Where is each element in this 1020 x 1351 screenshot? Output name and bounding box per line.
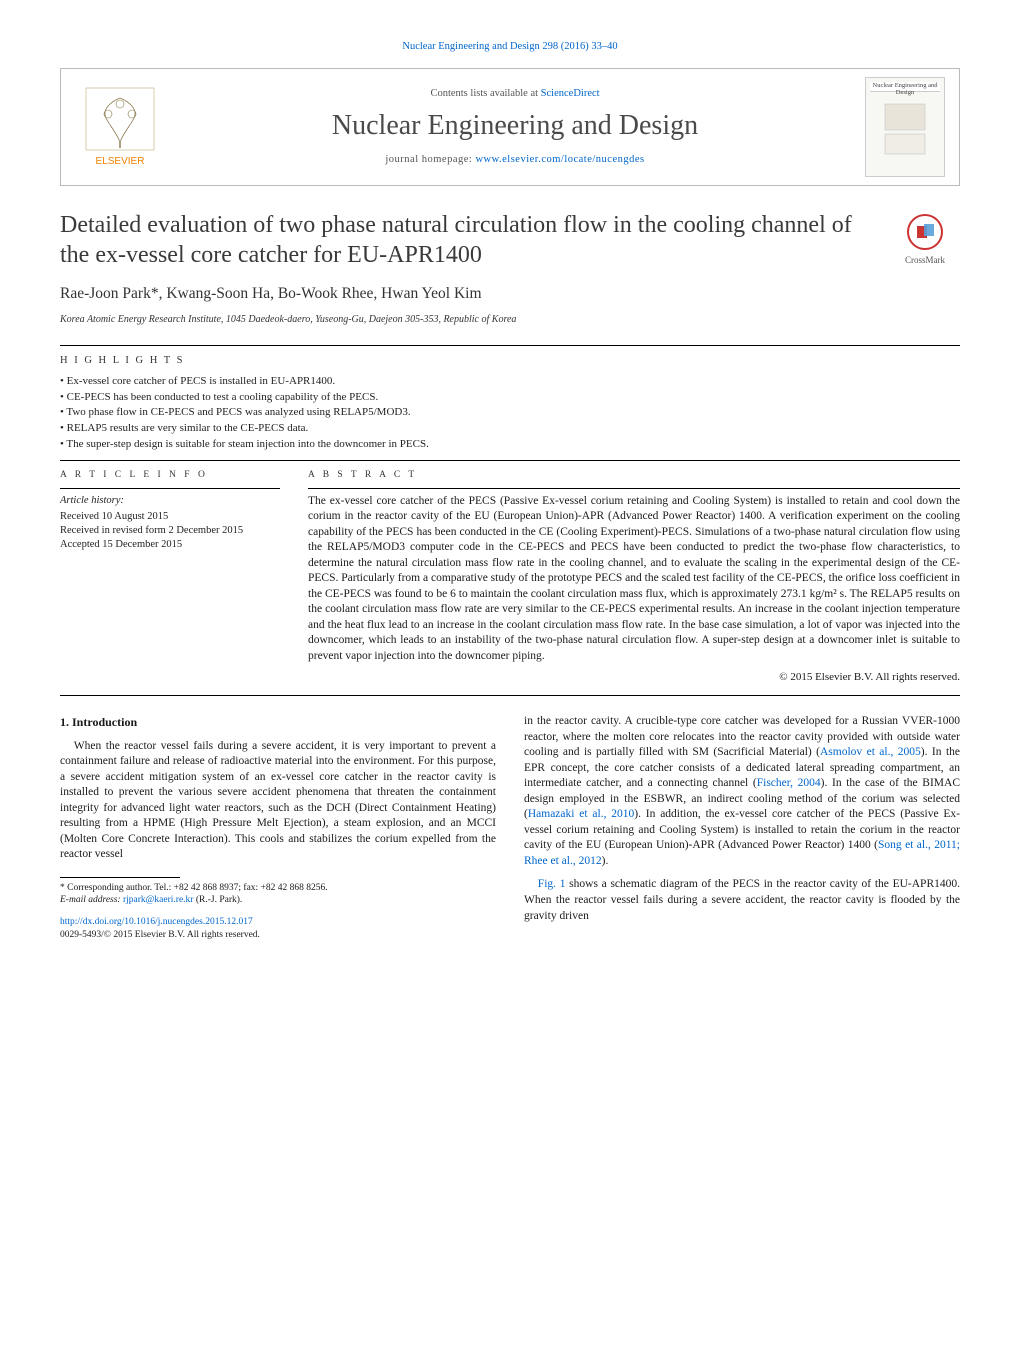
article-head: CrossMark Detailed evaluation of two pha…: [60, 210, 960, 326]
body-text: shows a schematic diagram of the PECS in…: [524, 878, 960, 921]
sciencedirect-link[interactable]: ScienceDirect: [541, 88, 600, 99]
doi-block: http://dx.doi.org/10.1016/j.nucengdes.20…: [60, 916, 496, 942]
highlight-item: CE-PECS has been conducted to test a coo…: [60, 390, 960, 405]
abstract-copyright: © 2015 Elsevier B.V. All rights reserved…: [308, 670, 960, 685]
corresponding-author-footnote: * Corresponding author. Tel.: +82 42 868…: [60, 882, 496, 907]
citation-link[interactable]: Asmolov et al., 2005: [820, 746, 921, 758]
abstract-col: A B S T R A C T The ex-vessel core catch…: [308, 469, 960, 685]
corr-author-line: * Corresponding author. Tel.: +82 42 868…: [60, 882, 496, 894]
history-label: Article history:: [60, 494, 280, 508]
history-received: Received 10 August 2015: [60, 510, 280, 524]
email-line: E-mail address: rjpark@kaeri.re.kr (R.-J…: [60, 894, 496, 906]
journal-homepage-line: journal homepage: www.elsevier.com/locat…: [165, 153, 865, 167]
abstract-text: The ex-vessel core catcher of the PECS (…: [308, 494, 960, 665]
body-paragraph: in the reactor cavity. A crucible-type c…: [524, 714, 960, 869]
highlights-list: Ex-vessel core catcher of PECS is instal…: [60, 374, 960, 452]
journal-name: Nuclear Engineering and Design: [165, 107, 865, 145]
body-paragraph: When the reactor vessel fails during a s…: [60, 739, 496, 863]
email-label: E-mail address:: [60, 895, 123, 905]
publisher-name: ELSEVIER: [96, 156, 145, 167]
footnote-rule: [60, 877, 180, 878]
highlight-item: The super-step design is suitable for st…: [60, 437, 960, 452]
highlight-item: Two phase flow in CE-PECS and PECS was a…: [60, 405, 960, 420]
cover-art-icon: [875, 92, 935, 162]
abstract-label: A B S T R A C T: [308, 469, 960, 482]
info-abstract-row: A R T I C L E I N F O Article history: R…: [60, 469, 960, 685]
history-accepted: Accepted 15 December 2015: [60, 538, 280, 552]
doi-link[interactable]: http://dx.doi.org/10.1016/j.nucengdes.20…: [60, 917, 253, 927]
highlight-item: Ex-vessel core catcher of PECS is instal…: [60, 374, 960, 389]
running-head-link[interactable]: Nuclear Engineering and Design 298 (2016…: [402, 41, 617, 52]
citation-link[interactable]: Hamazaki et al., 2010: [528, 808, 634, 820]
article-info-col: A R T I C L E I N F O Article history: R…: [60, 469, 280, 685]
running-head: Nuclear Engineering and Design 298 (2016…: [60, 40, 960, 54]
divider: [60, 345, 960, 346]
body-text: ).: [602, 855, 609, 867]
issn-copyright: 0029-5493/© 2015 Elsevier B.V. All right…: [60, 930, 260, 940]
divider: [308, 488, 960, 489]
journal-cover-thumb: Nuclear Engineering and Design: [865, 77, 945, 177]
corr-email-link[interactable]: rjpark@kaeri.re.kr: [123, 895, 193, 905]
divider: [60, 695, 960, 696]
article-info-label: A R T I C L E I N F O: [60, 469, 280, 482]
contents-lists-line: Contents lists available at ScienceDirec…: [165, 87, 865, 101]
section-number: 1.: [60, 715, 69, 729]
crossmark-icon: [907, 214, 943, 250]
homepage-url[interactable]: www.elsevier.com/locate/nucengdes: [475, 154, 644, 165]
crossmark-label: CrossMark: [905, 255, 945, 265]
homepage-prefix: journal homepage:: [385, 154, 475, 165]
figure-link[interactable]: Fig. 1: [538, 878, 566, 890]
divider: [60, 460, 960, 461]
history-revised: Received in revised form 2 December 2015: [60, 524, 280, 538]
affiliation: Korea Atomic Energy Research Institute, …: [60, 313, 960, 327]
elsevier-tree-icon: ELSEVIER: [80, 84, 160, 170]
publisher-logo: ELSEVIER: [75, 82, 165, 172]
citation-link[interactable]: Fischer, 2004: [757, 777, 821, 789]
divider: [60, 488, 280, 489]
highlight-item: RELAP5 results are very similar to the C…: [60, 421, 960, 436]
email-suffix: (R.-J. Park).: [196, 895, 242, 905]
highlights-label: H I G H L I G H T S: [60, 354, 960, 368]
journal-banner: ELSEVIER Contents lists available at Sci…: [60, 68, 960, 186]
crossmark-badge[interactable]: CrossMark: [890, 214, 960, 266]
article-title: Detailed evaluation of two phase natural…: [60, 210, 960, 270]
body-paragraph: Fig. 1 shows a schematic diagram of the …: [524, 877, 960, 924]
contents-prefix: Contents lists available at: [430, 88, 540, 99]
body-columns: 1. Introduction When the reactor vessel …: [60, 714, 960, 942]
highlights-block: H I G H L I G H T S Ex-vessel core catch…: [60, 354, 960, 452]
section-heading: 1. Introduction: [60, 714, 496, 730]
authors-line: Rae-Joon Park*, Kwang-Soon Ha, Bo-Wook R…: [60, 284, 960, 305]
banner-center: Contents lists available at ScienceDirec…: [165, 87, 865, 167]
section-title: Introduction: [72, 715, 137, 729]
